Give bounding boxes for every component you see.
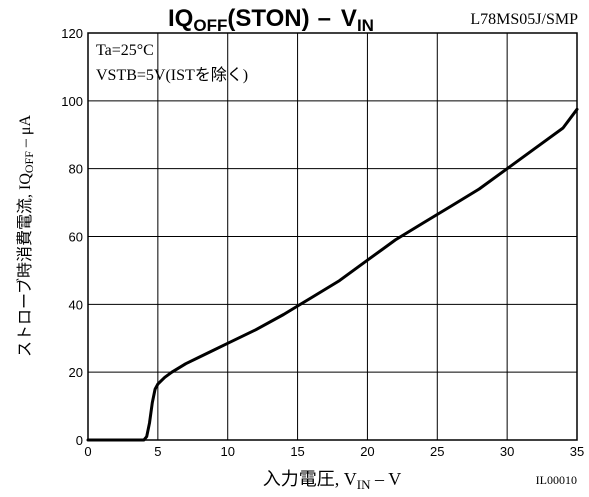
x-tick-label: 10 [220, 444, 234, 459]
series-layer [86, 107, 579, 442]
figure-code: IL00010 [536, 473, 577, 487]
x-tick-label: 5 [154, 444, 161, 459]
condition-standby-voltage: VSTB=5V(ISTを除く) [96, 66, 248, 84]
tick-labels: 0 5 10 15 20 25 30 35 0 20 40 60 80 100 120 [61, 26, 584, 459]
part-number: L78MS05J/SMP [470, 11, 578, 28]
x-tick-label: 25 [430, 444, 444, 459]
series-line-iqoff [86, 107, 579, 442]
x-tick-label: 35 [570, 444, 584, 459]
x-tick-label: 15 [290, 444, 304, 459]
y-axis-label: ストローブ時消費電流, IQOFF – μA [15, 115, 36, 358]
x-tick-label: 0 [84, 444, 91, 459]
y-tick-label: 20 [69, 365, 83, 380]
y-tick-label: 40 [69, 297, 83, 312]
y-tick-label: 60 [69, 230, 83, 245]
y-tick-label: 100 [61, 94, 83, 109]
chart-title: IQOFF(STON) – VIN [168, 5, 374, 35]
y-tick-label: 80 [69, 162, 83, 177]
condition-temperature: Ta=25°C [96, 42, 154, 59]
plot-frame [87, 32, 578, 441]
y-tick-label: 0 [76, 433, 83, 448]
x-tick-label: 20 [360, 444, 374, 459]
y-tick-label: 120 [61, 26, 83, 41]
x-tick-label: 30 [500, 444, 514, 459]
x-axis-label: 入力電圧, VIN – V [263, 469, 401, 492]
